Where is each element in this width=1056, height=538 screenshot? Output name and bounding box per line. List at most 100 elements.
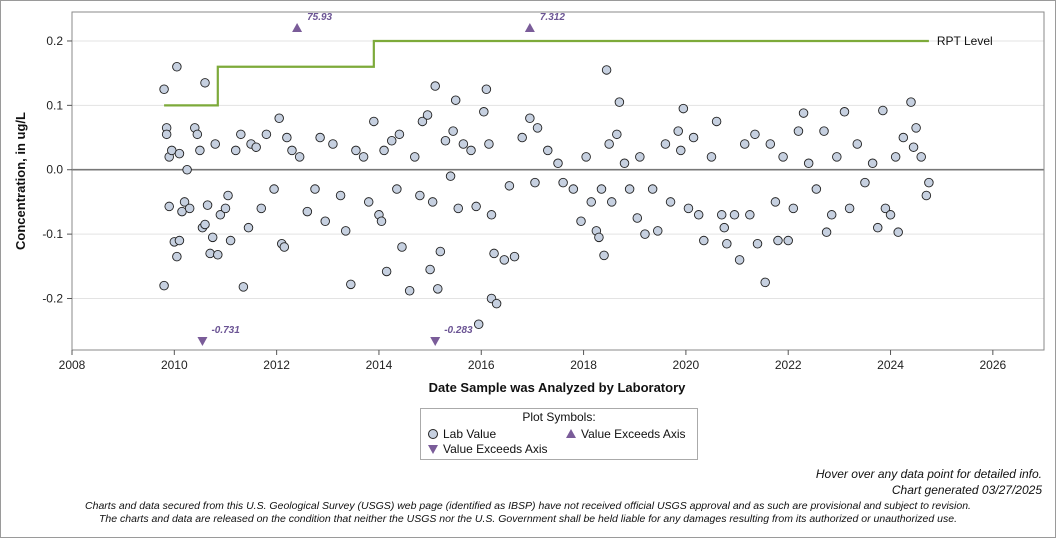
y-tick-label: 0.0 <box>46 163 63 177</box>
lab-value-point <box>525 113 535 123</box>
lab-value-point <box>174 148 185 159</box>
y-axis-title: Concentration, in ug/L <box>13 112 28 250</box>
lab-value-point <box>484 139 494 149</box>
lab-value-point <box>450 95 461 105</box>
x-tick-label: 2026 <box>979 358 1006 372</box>
lab-value-point <box>803 158 814 169</box>
lab-value-point <box>200 78 210 88</box>
legend-item-exceeds-down[interactable]: Value Exceeds Axis <box>427 442 548 456</box>
lab-value-point <box>722 239 732 249</box>
lab-value-point <box>788 203 799 214</box>
legend-item-lab-value[interactable]: Lab Value <box>427 427 496 441</box>
lab-value-point <box>346 279 356 290</box>
lab-value-point <box>586 197 597 207</box>
lab-value-point <box>320 216 330 226</box>
lab-value-point <box>839 107 850 117</box>
lab-value-point <box>172 251 182 262</box>
lab-value-point <box>752 239 763 249</box>
lab-value-point <box>205 248 215 259</box>
lab-value-point <box>729 210 740 220</box>
lab-value-point <box>179 197 190 207</box>
chart-note: Hover over any data point for detailed i… <box>816 466 1042 498</box>
x-tick-label: 2018 <box>570 358 597 372</box>
lab-value-point <box>381 266 392 277</box>
lab-value-point <box>251 142 261 152</box>
legend-label-exceeds-up: Value Exceeds Axis <box>581 427 686 441</box>
lab-value-point <box>243 222 254 233</box>
y-tick-label: -0.2 <box>42 291 63 305</box>
lab-value-point <box>159 280 169 291</box>
lab-value-point <box>599 250 609 261</box>
lab-value-point <box>220 203 231 214</box>
lab-value-point <box>676 145 686 156</box>
lab-value-point <box>417 116 428 127</box>
lab-value-point <box>192 129 203 140</box>
y-tick-label: -0.1 <box>42 227 63 241</box>
lab-value-point <box>279 242 290 252</box>
lab-value-point <box>340 226 351 236</box>
chart-generated-date: Chart generated 03/27/2025 <box>891 483 1042 497</box>
lab-value-point <box>430 81 440 91</box>
lab-value-point <box>238 282 249 292</box>
lab-value-point <box>745 210 755 220</box>
lab-value-point <box>202 200 213 210</box>
lab-value-point <box>601 65 612 75</box>
lab-value-point <box>410 152 420 162</box>
lab-value-point <box>445 171 456 181</box>
lab-value-point <box>159 84 169 95</box>
lab-value-point <box>872 222 883 233</box>
lab-value-point <box>479 107 489 117</box>
lab-value-point <box>161 129 172 140</box>
lab-value-point <box>660 139 671 149</box>
lab-value-point <box>517 132 527 143</box>
x-tick-label: 2012 <box>263 358 290 372</box>
rpt-level-label: RPT Level <box>937 34 993 48</box>
lab-value-point <box>635 152 645 162</box>
lab-value-point <box>486 210 497 220</box>
disclaimer-line-1: Charts and data secured from this U.S. G… <box>85 500 971 512</box>
lab-value-point <box>739 139 750 149</box>
y-tick-layer: 0.2 0.1 0.0 -0.1 -0.2 <box>42 34 72 305</box>
exceeds-high-marker <box>292 23 303 32</box>
lab-value-point <box>358 152 369 162</box>
usgs-disclaimer: Charts and data secured from this U.S. G… <box>0 500 1056 526</box>
lab-value-point <box>404 286 415 296</box>
lab-value-point <box>612 129 622 140</box>
lab-value-point <box>532 123 543 133</box>
lab-value-point <box>832 152 842 162</box>
exceeds-high-label: 7.312 <box>540 12 565 23</box>
lab-value-point <box>425 264 435 275</box>
lab-value-point <box>821 227 832 237</box>
lab-value-point <box>893 227 903 237</box>
lab-value-point <box>793 126 804 136</box>
circle-marker-icon <box>428 429 438 439</box>
lab-value-point <box>798 108 809 118</box>
lab-value-point <box>164 201 174 212</box>
lab-value-point <box>619 158 630 169</box>
y-tick-label: 0.1 <box>46 98 63 112</box>
lab-value-point <box>427 197 438 207</box>
disclaimer-line-2: The charts and data are released on the … <box>99 513 957 525</box>
lab-value-point <box>433 284 443 294</box>
lab-value-point <box>184 203 195 214</box>
lab-value-point <box>458 139 469 149</box>
plot-area <box>71 11 1045 351</box>
lab-value-point <box>581 152 591 162</box>
exceeds-low-label: -0.731 <box>211 325 240 336</box>
legend-item-exceeds-up[interactable]: Value Exceeds Axis <box>565 427 686 441</box>
lab-value-point <box>640 229 650 239</box>
legend-title: Plot Symbols: <box>522 410 596 424</box>
lab-value-point <box>261 129 272 140</box>
lab-value-point <box>688 132 699 143</box>
x-tick-label: 2024 <box>877 358 904 372</box>
lab-value-point <box>491 298 502 309</box>
lab-value-point <box>543 145 553 156</box>
lab-value-point <box>673 126 683 136</box>
lab-value-point <box>778 152 788 162</box>
lab-value-point <box>880 203 891 214</box>
lab-value-point <box>683 203 694 214</box>
lab-value-point <box>172 61 182 72</box>
lab-value-point <box>376 216 387 226</box>
lab-value-point <box>890 152 901 162</box>
lab-value-point <box>706 152 717 162</box>
